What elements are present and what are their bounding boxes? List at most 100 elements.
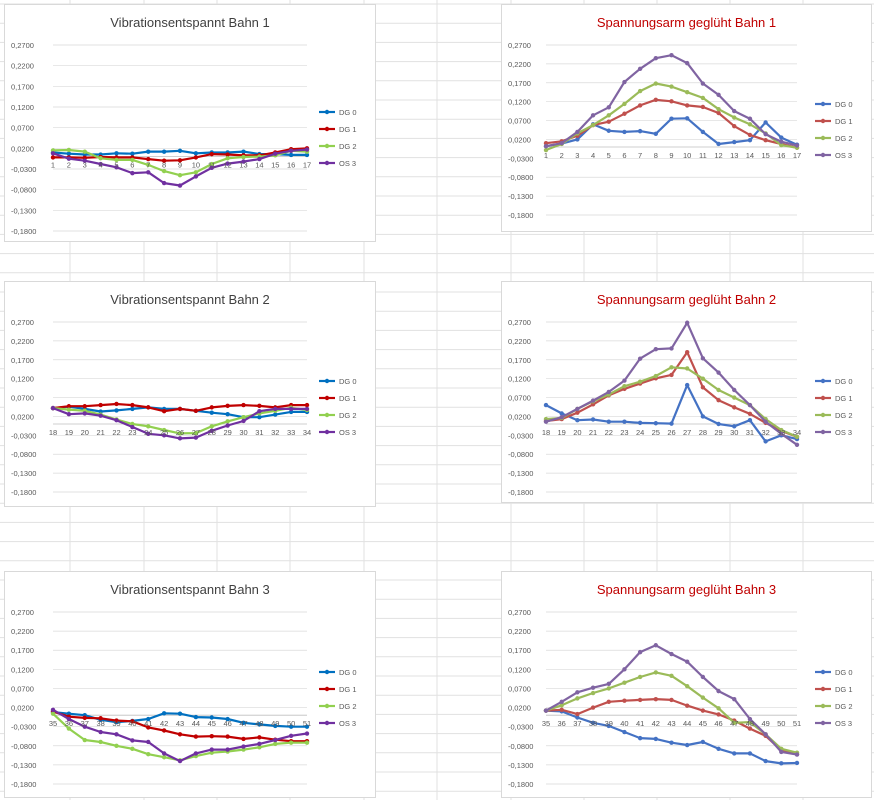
x-tick-label: 37	[81, 719, 89, 728]
legend-marker	[820, 703, 826, 709]
data-point	[716, 370, 721, 375]
data-point	[653, 421, 659, 426]
data-point	[209, 424, 214, 429]
data-point	[747, 716, 753, 722]
data-point	[653, 97, 659, 102]
data-point	[684, 103, 690, 108]
data-point	[66, 711, 72, 716]
x-tick-label: 10	[192, 161, 200, 170]
data-point	[653, 131, 659, 136]
data-point	[543, 144, 549, 149]
data-point	[130, 719, 135, 724]
data-point	[763, 120, 768, 125]
data-point	[684, 683, 690, 689]
x-tick-label: 31	[746, 428, 754, 437]
x-tick-label: 5	[607, 151, 611, 160]
y-tick-label: 0,0200	[11, 412, 34, 421]
data-point	[590, 122, 596, 128]
data-point	[98, 716, 103, 721]
data-point	[146, 162, 151, 168]
data-point	[622, 384, 627, 389]
x-tick-label: 51	[793, 719, 801, 728]
data-point	[209, 428, 214, 433]
x-tick-label: 9	[178, 161, 182, 170]
data-point	[622, 729, 627, 735]
data-point	[114, 165, 119, 170]
data-point	[684, 382, 690, 388]
x-tick-label: 9	[669, 151, 673, 160]
data-point	[700, 739, 706, 745]
legend-marker	[324, 669, 330, 675]
data-point	[130, 738, 135, 743]
y-tick-label: 0,2700	[508, 41, 531, 50]
data-point	[177, 711, 183, 716]
data-point	[193, 155, 199, 160]
data-point	[590, 417, 596, 422]
x-tick-label: 30	[730, 428, 738, 437]
data-point	[177, 431, 183, 436]
data-point	[747, 726, 753, 731]
chart-vibrationsentspannt-bahn-2[interactable]: 0,2700 0,2200 0,1700 0,1200 0,0700 0,0200 -0,0…	[4, 281, 376, 507]
x-tick-label: 37	[573, 719, 581, 728]
data-point	[82, 158, 87, 163]
chart-spannungsarm-bahn-1[interactable]: 0,2700 0,2200 0,1700 0,1200 0,0700 0,0200 -0,0…	[501, 4, 872, 232]
data-point	[732, 139, 737, 145]
legend-label: DG 0	[835, 668, 853, 677]
data-point	[273, 151, 278, 156]
data-point	[130, 424, 135, 430]
chart-spannungsarm-bahn-3[interactable]: 0,2700 0,2200 0,1700 0,1200 0,0700 0,0200 -0,0…	[501, 571, 872, 798]
x-tick-label: 33	[777, 428, 785, 437]
x-tick-label: 15	[271, 161, 279, 170]
chart-title: Vibrationsentspannt Bahn 3	[110, 582, 270, 597]
x-tick-label: 44	[683, 719, 691, 728]
data-point	[288, 406, 294, 412]
data-point	[225, 716, 230, 722]
data-point	[700, 385, 706, 390]
data-point	[622, 667, 627, 672]
data-point	[257, 745, 262, 750]
y-tick-label: 0,2200	[508, 337, 531, 346]
data-point	[98, 161, 103, 167]
y-tick-label: 0,0700	[508, 684, 531, 693]
x-tick-label: 27	[683, 428, 691, 437]
data-point	[684, 742, 690, 748]
y-tick-label: 0,1200	[508, 665, 531, 674]
legend-marker	[324, 395, 330, 401]
data-point	[130, 421, 135, 427]
data-point	[177, 158, 183, 163]
x-tick-label: 33	[287, 428, 295, 437]
data-point	[622, 129, 627, 135]
data-point	[177, 758, 183, 764]
legend-marker	[324, 126, 330, 132]
x-tick-label: 49	[761, 719, 769, 728]
data-point	[146, 431, 151, 437]
data-point	[161, 149, 167, 154]
data-point	[177, 406, 183, 412]
chart-vibrationsentspannt-bahn-1[interactable]: 0,2700 0,2200 0,1700 0,1200 0,0700 0,0200 -0,0…	[4, 4, 376, 242]
chart-spannungsarm-bahn-2[interactable]: 0,2700 0,2200 0,1700 0,1200 0,0700 0,0200 -0,0…	[501, 281, 872, 503]
legend-marker	[324, 703, 330, 709]
data-point	[700, 376, 706, 381]
data-point	[288, 152, 294, 158]
y-tick-label: -0,0800	[11, 186, 36, 195]
data-point	[161, 728, 167, 733]
data-point	[193, 430, 199, 436]
x-tick-label: 8	[162, 161, 166, 170]
legend-label: DG 0	[835, 377, 853, 386]
y-tick-label: -0,0300	[11, 431, 36, 440]
data-point	[161, 711, 167, 716]
data-point	[747, 116, 753, 121]
legend-label: OS 3	[339, 428, 356, 437]
data-point	[543, 708, 549, 713]
legend-marker	[820, 378, 826, 384]
legend-label: DG 1	[835, 685, 853, 694]
x-tick-label: 24	[636, 428, 644, 437]
data-point	[66, 156, 72, 161]
data-point	[732, 720, 737, 726]
y-tick-label: -0,1800	[508, 780, 533, 789]
x-tick-label: 21	[589, 428, 597, 437]
y-tick-label: 0,1200	[11, 665, 34, 674]
y-tick-label: 0,1700	[508, 646, 531, 655]
chart-vibrationsentspannt-bahn-3[interactable]: 0,2700 0,2200 0,1700 0,1200 0,0700 0,0200 -0,0…	[4, 571, 376, 798]
chart-svg: 0,2700 0,2200 0,1700 0,1200 0,0700 0,0200 -0,0…	[11, 608, 357, 789]
